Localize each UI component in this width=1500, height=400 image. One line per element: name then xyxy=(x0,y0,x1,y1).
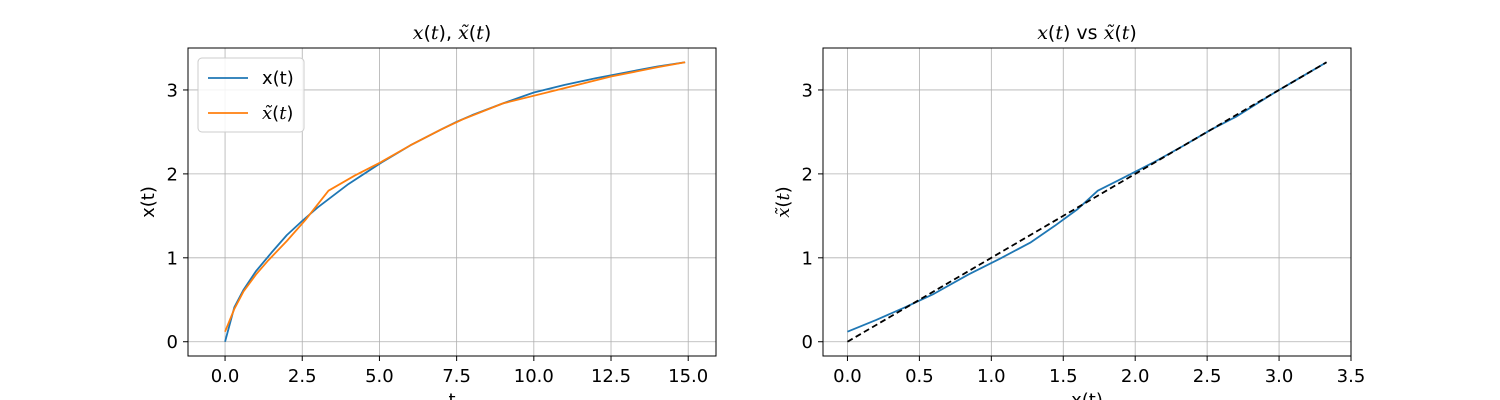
chart-title-part: ( xyxy=(469,22,476,44)
x-tick-label: 2.5 xyxy=(1193,366,1222,387)
x-tick-label: 7.5 xyxy=(442,366,471,387)
series-line-1 xyxy=(847,61,1327,333)
chart-title-part: ), xyxy=(439,22,459,44)
legend: x(t) x̃(t) xyxy=(197,57,305,133)
legend-label-part: ( xyxy=(272,103,279,124)
x-tick-label: 15.0 xyxy=(668,366,708,387)
chart-title-part: t xyxy=(1055,22,1063,44)
chart-title-part: ) vs xyxy=(1063,22,1104,44)
x-tick-label: 1.5 xyxy=(1049,366,1078,387)
chart-title-part: ) xyxy=(484,22,491,44)
y-tick-label: 1 xyxy=(802,248,813,269)
y-axis-label-part: ( xyxy=(773,201,794,208)
x-tick-label: 3.5 xyxy=(1337,366,1366,387)
y-axis-label-part: x̃ xyxy=(773,207,794,218)
x-tick-label: 0.5 xyxy=(905,366,934,387)
chart-title-part: x xyxy=(413,22,424,44)
x-tick-label: 0.0 xyxy=(211,366,240,387)
x-axis-label: x(t) xyxy=(1071,390,1103,400)
y-tick-label: 1 xyxy=(167,248,178,269)
series-line-2 xyxy=(847,61,1327,343)
legend-label: x(t) xyxy=(262,68,294,89)
axes-frame xyxy=(187,47,717,357)
y-axis-label-part: ) xyxy=(773,186,794,193)
y-tick-label: 2 xyxy=(802,164,813,185)
x-tick-label: 2.0 xyxy=(1121,366,1150,387)
legend-label-part: ) xyxy=(286,103,293,124)
x-axis-label: t xyxy=(448,390,455,400)
x-tick-label: 5.0 xyxy=(365,366,394,387)
y-axis-label-part: t xyxy=(773,193,794,201)
chart-title: x(t), x̃(t) xyxy=(413,22,491,44)
x-tick-label: 0.0 xyxy=(833,366,862,387)
axes-frame xyxy=(822,47,1352,357)
y-axis-label: x̃(t) xyxy=(773,186,794,217)
chart-title-part: ) xyxy=(1129,22,1136,44)
x-tick-label: 3.0 xyxy=(1265,366,1294,387)
chart-title-part: ( xyxy=(1114,22,1121,44)
legend-label-part: x̃ xyxy=(262,103,273,124)
x-tick-label: 10.0 xyxy=(514,366,554,387)
y-tick-label: 3 xyxy=(167,80,178,101)
x-tick-label: 1.0 xyxy=(977,366,1006,387)
y-tick-label: 3 xyxy=(802,80,813,101)
legend-label: x̃(t) xyxy=(262,103,293,124)
chart-title-part: ( xyxy=(423,22,430,44)
x-tick-label: 12.5 xyxy=(591,366,631,387)
chart-title-part: t xyxy=(476,22,484,44)
chart-title-part: x̃ xyxy=(1104,22,1115,44)
chart-title-part: t xyxy=(431,22,439,44)
chart-title-part: x̃ xyxy=(458,22,469,44)
chart-title-part: ( xyxy=(1048,22,1055,44)
chart-title-part: x xyxy=(1037,22,1048,44)
y-tick-label: 0 xyxy=(802,332,813,353)
series-line-2 xyxy=(224,61,686,333)
chart-title-part: t xyxy=(1122,22,1130,44)
y-axis-label: x(t) xyxy=(138,186,159,218)
y-tick-label: 2 xyxy=(167,164,178,185)
legend-label-part: t xyxy=(279,103,287,124)
chart-title: x(t) vs x̃(t) xyxy=(1037,22,1137,44)
x-tick-label: 2.5 xyxy=(288,366,317,387)
y-tick-label: 0 xyxy=(167,332,178,353)
